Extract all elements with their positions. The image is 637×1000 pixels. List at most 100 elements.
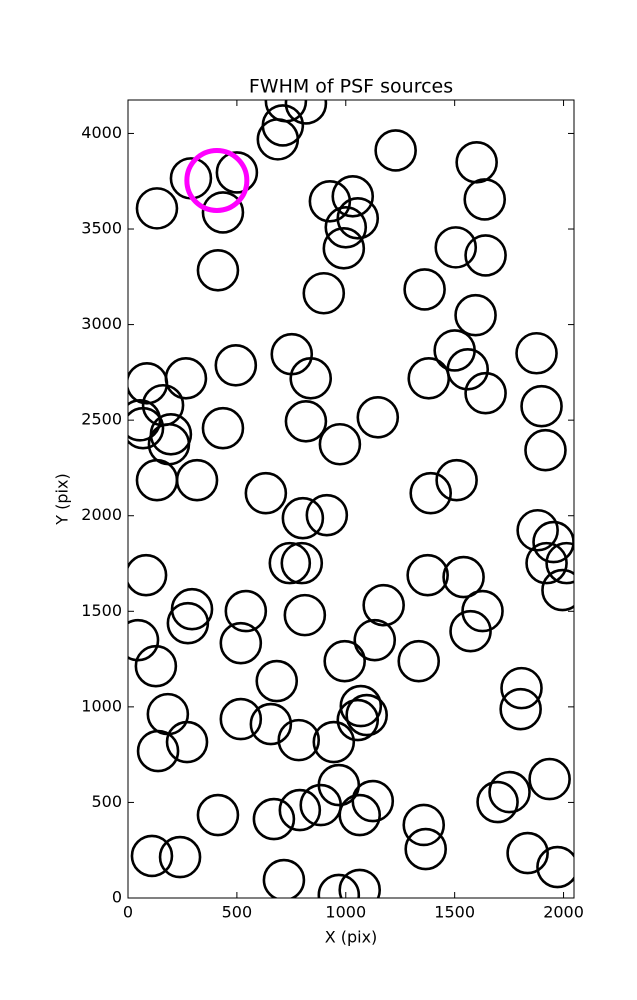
- y-axis-label: Y (pix): [53, 473, 72, 525]
- source-marker: [463, 178, 507, 221]
- source-marker: [318, 422, 362, 466]
- source-marker: [406, 553, 449, 597]
- source-marker: [317, 873, 361, 898]
- source-marker: [312, 720, 356, 764]
- source-marker: [128, 361, 169, 405]
- source-marker: [464, 234, 507, 277]
- source-marker: [135, 458, 179, 502]
- source-marker: [374, 129, 417, 172]
- source-marker: [403, 268, 446, 311]
- source-marker: [407, 356, 451, 400]
- source-marker: [331, 175, 375, 218]
- source-marker: [146, 692, 190, 736]
- source-marker: [446, 348, 490, 391]
- source-marker: [277, 718, 321, 762]
- source-marker: [356, 395, 400, 439]
- source-marker: [224, 589, 268, 633]
- source-marker: [214, 343, 258, 387]
- source-marker: [284, 100, 328, 125]
- source-marker: [281, 496, 325, 540]
- source-marker: [434, 226, 478, 269]
- y-tick-label: 0: [112, 888, 122, 907]
- source-marker: [256, 118, 300, 161]
- y-tick-label: 3500: [81, 219, 122, 238]
- source-marker: [262, 858, 306, 898]
- source-marker: [201, 406, 245, 450]
- source-marker: [435, 458, 478, 502]
- x-tick-label: 0: [123, 903, 133, 922]
- source-marker: [270, 332, 314, 376]
- source-marker: [299, 783, 343, 827]
- y-tick-label: 1000: [81, 696, 122, 715]
- source-marker: [289, 356, 333, 400]
- chart-title: FWHM of PSF sources: [249, 76, 453, 98]
- source-marker: [545, 541, 574, 585]
- source-marker: [201, 191, 245, 234]
- source-marker: [158, 835, 202, 879]
- source-marker: [464, 371, 507, 415]
- source-marker: [324, 205, 368, 249]
- source-marker: [219, 697, 263, 741]
- source-marker: [165, 720, 209, 764]
- x-tick-label: 1500: [434, 903, 475, 922]
- source-marker: [141, 383, 185, 427]
- x-tick-label: 500: [222, 903, 253, 922]
- source-marker: [268, 541, 312, 585]
- source-marker: [338, 868, 382, 898]
- y-tick-label: 3000: [81, 314, 122, 333]
- source-marker: [130, 834, 174, 878]
- source-marker: [488, 770, 531, 814]
- source-marker: [528, 757, 571, 801]
- source-marker: [284, 400, 328, 443]
- source-marker: [476, 780, 519, 824]
- source-marker: [506, 831, 549, 875]
- x-tick-label: 1000: [325, 903, 366, 922]
- source-marker: [397, 639, 441, 683]
- source-marker: [166, 601, 210, 645]
- source-marker: [351, 779, 395, 823]
- source-marker: [255, 659, 299, 703]
- y-tick-label: 1500: [81, 601, 122, 620]
- source-marker: [520, 384, 563, 428]
- highlight-marker: [184, 147, 250, 213]
- source-marker: [252, 797, 296, 841]
- source-marker: [128, 406, 165, 450]
- source-marker: [499, 687, 542, 731]
- source-marker: [215, 151, 259, 194]
- source-marker: [455, 141, 498, 184]
- y-tick-label: 500: [91, 792, 122, 811]
- source-marker: [536, 845, 574, 889]
- source-marker: [345, 693, 388, 737]
- y-tick-label: 2000: [81, 505, 122, 524]
- source-marker: [175, 458, 219, 502]
- source-marker: [339, 684, 383, 728]
- source-marker: [128, 399, 162, 442]
- source-marker: [336, 197, 380, 240]
- source-marker: [135, 187, 179, 230]
- source-marker: [336, 698, 380, 742]
- source-marker: [128, 618, 160, 662]
- x-tick-label: 2000: [543, 903, 584, 922]
- source-marker: [500, 666, 543, 710]
- source-marker: [244, 471, 288, 515]
- source-marker: [442, 555, 485, 599]
- source-marker: [196, 249, 240, 292]
- source-marker: [170, 587, 214, 631]
- source-marker: [249, 702, 293, 746]
- source-marker: [196, 793, 240, 837]
- source-marker: [525, 541, 568, 585]
- source-marker: [524, 428, 567, 472]
- source-marker: [516, 508, 559, 552]
- source-marker: [338, 793, 382, 837]
- source-marker: [323, 639, 366, 683]
- source-marker: [278, 788, 322, 832]
- source-marker: [302, 271, 346, 315]
- source-marker: [305, 493, 349, 537]
- source-marker: [164, 356, 208, 400]
- y-tick-label: 2500: [81, 410, 122, 429]
- source-marker: [409, 471, 453, 515]
- source-marker: [402, 803, 446, 847]
- source-marker: [454, 293, 497, 337]
- source-marker: [134, 644, 178, 688]
- source-marker: [515, 331, 558, 375]
